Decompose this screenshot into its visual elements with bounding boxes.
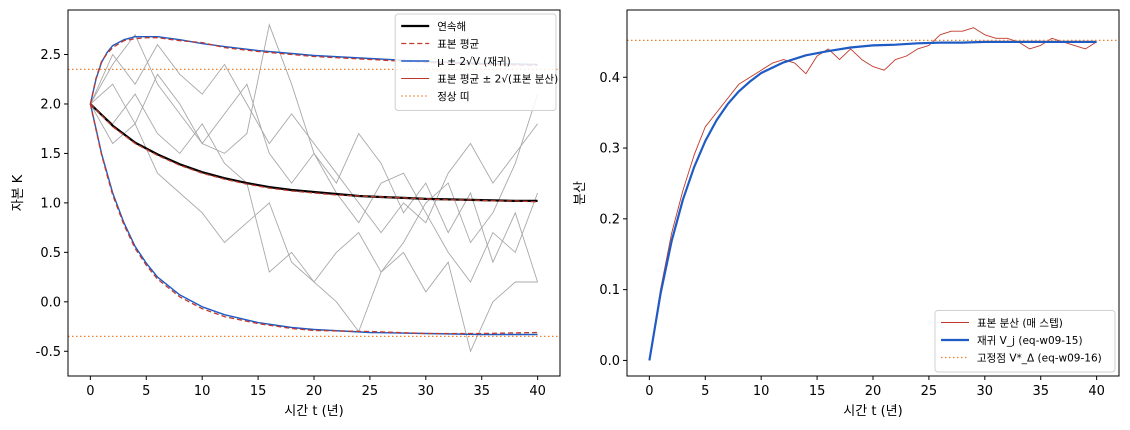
x-tick-label: 10 [194,384,211,399]
legend-label-2: 재귀 V_j (eq-w09-15) [977,335,1083,347]
x-tick-label: 10 [753,384,770,399]
x-tick-label: 25 [362,384,379,399]
legend-box [934,310,1116,373]
y-tick-label: 2.0 [40,97,61,112]
x-axis-label: 시간 t (년) [843,404,902,419]
x-tick-label: 30 [977,384,994,399]
y-tick-label: 0.1 [599,283,620,298]
series-layer [68,36,560,338]
x-tick-label: 40 [529,384,546,399]
series-line-6 [89,103,538,335]
y-tick-label: 0.3 [599,142,620,157]
x-ticks: 0 5 10 15 20 25 30 35 40 [645,376,1105,399]
x-tick-label: 5 [701,384,709,399]
y-ticks: 0.0 0.1 0.2 0.3 0.4 [599,71,627,369]
x-tick-label: 15 [809,384,826,399]
legend-label-3: 고정점 V*_Δ (eq-w09-16) [977,353,1102,365]
x-tick-label: 20 [865,384,882,399]
y-axis-label: 자본 K [11,174,26,211]
x-tick-label: 0 [86,384,94,399]
legend-label-1: 표본 분산 (매 스텝) [977,318,1063,330]
sample-path-4 [90,93,538,353]
x-tick-label: 40 [1088,384,1105,399]
legend-label-1: 연속해 [437,20,466,33]
legend-label-4: 표본 평균 ± 2√(표본 분산) [437,74,558,86]
y-ticks: 2.5 2.0 1.5 1.0 0.5 0.0 -0.5 [36,48,68,360]
y-tick-label: 0.0 [40,295,61,310]
y-axis-label: 분산 [573,181,588,205]
y-tick-label: 0.5 [40,246,61,261]
y-tick-label: 0.2 [599,212,620,227]
x-tick-label: 25 [921,384,938,399]
y-tick-label: 0.4 [599,71,620,86]
sample-path-5 [89,43,538,234]
y-tick-label: 0.0 [599,354,620,369]
y-tick-label: 2.5 [40,48,61,63]
series-line-1 [648,27,1097,361]
variance-chart: 0 5 10 15 20 25 30 35 40 0.0 0.1 0.2 0.3 0.4 시간 t (년… [573,9,1120,419]
legend-label-3: μ ± 2√V (재귀) [437,56,511,68]
series-line-2 [89,103,538,203]
capital-chart: 0 5 10 15 20 25 30 35 40 2.52.01.51.00.50.0-0.5 … [11,9,561,419]
x-tick-label: 15 [250,384,267,399]
legend-box [394,13,557,111]
y-tick-label: 1.5 [40,147,61,162]
series-line-4 [89,103,538,336]
series-line-5 [89,37,538,105]
x-tick-label: 5 [142,384,150,399]
x-ticks: 0 5 10 15 20 25 30 35 40 [86,376,546,399]
y-tick-label: 1.0 [40,196,61,211]
x-tick-label: 0 [645,384,653,399]
legend: 표본 분산 (매 스텝) 재귀 V_j (eq-w09-15) 고정점 V*_Δ (… [934,310,1116,373]
x-tick-label: 35 [1032,384,1049,399]
series-line-3 [89,36,538,105]
series-layer [627,27,1119,361]
series-line-2 [648,40,1097,361]
x-axis-label: 시간 t (년) [284,404,343,419]
x-tick-label: 30 [418,384,435,399]
legend-label-5: 정상 띠 [437,91,469,103]
legend-label-2: 표본 평균 [437,39,479,51]
sample-paths-layer [89,23,539,353]
sample-path-3 [90,73,539,283]
y-tick-label: -0.5 [36,345,61,360]
x-tick-label: 35 [473,384,490,399]
x-tick-label: 20 [306,384,323,399]
